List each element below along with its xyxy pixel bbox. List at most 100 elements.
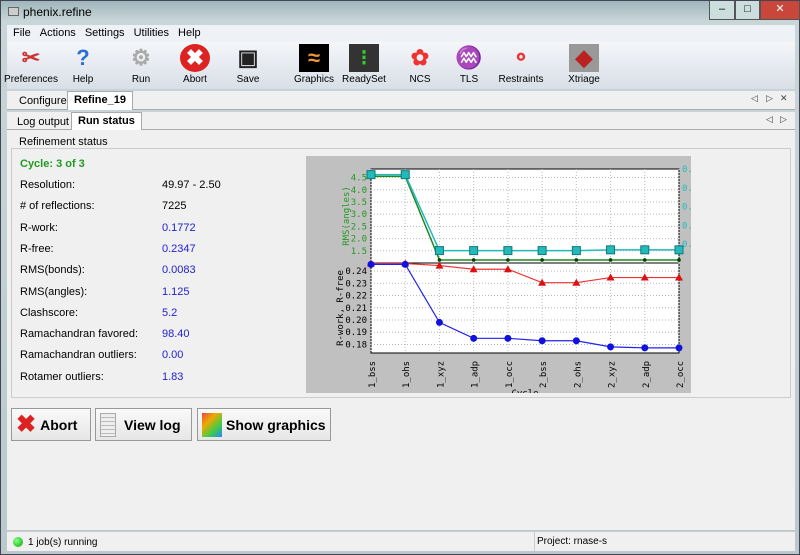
toolbar-help-button[interactable]: ? Help [55, 44, 111, 85]
rms-bonds-point [537, 246, 547, 256]
maximize-button[interactable]: □ [735, 1, 760, 20]
y-tick-label: 0.19 [345, 328, 367, 338]
r-free-point [606, 273, 615, 281]
menu-utilities[interactable]: Utilities [133, 27, 170, 39]
y-tick-label: 1.5 [351, 247, 367, 257]
r-work-point [367, 260, 375, 268]
toolbar-label: Abort [183, 74, 207, 85]
x-tick-label: 2_bss [539, 361, 549, 388]
rms-angles-point [677, 258, 681, 262]
stat-label: R-free: [20, 242, 54, 255]
toolbar-readyset-button[interactable]: ⁝ ReadySet [336, 44, 392, 85]
toolbar-restraints-button[interactable]: ⚬ Restraints [493, 44, 549, 85]
rms-angles-point [540, 258, 544, 262]
rms-angles-point [642, 258, 647, 262]
stat-label: Ramachandran outliers: [20, 349, 137, 362]
stat-value: 5.2 [162, 306, 178, 319]
r-work-point [538, 337, 546, 345]
stat-value: 98.40 [162, 328, 190, 341]
r-work-point [607, 343, 615, 351]
r-work-point [675, 344, 683, 352]
r-work-point [435, 318, 443, 326]
close-button[interactable]: ✕ [760, 1, 800, 20]
x-axis-label: Cycle [511, 389, 538, 393]
molecule-graphics-icon [202, 412, 222, 437]
rms-angles-point [437, 258, 442, 262]
toolbar-save-button[interactable]: ▣ Save [220, 44, 276, 85]
menu-help[interactable]: Help [178, 27, 201, 39]
x-tick-label: 2_ohs [573, 361, 583, 388]
floppy-icon: ▣ [237, 45, 259, 70]
toolbar-xtriage-button[interactable]: ◆ Xtriage [556, 44, 612, 85]
tab-run-status[interactable]: Run status [71, 112, 142, 131]
r-work-point [401, 260, 409, 268]
tab-configure[interactable]: Configure [19, 95, 67, 107]
toolbar-graphics-button[interactable]: ≈ Graphics [286, 44, 342, 85]
graphics-icon: ≈ [299, 44, 329, 72]
toolbar-ncs-button[interactable]: ✿ NCS [392, 44, 448, 85]
toolbar-label: Restraints [498, 74, 544, 85]
tab-scroll-left-icon[interactable]: ◁ [751, 93, 758, 103]
x-tick-label: 2_occ [676, 361, 686, 388]
stat-label: Rotamer outliers: [20, 370, 104, 383]
status-tabs: Log output Run status ◁ ▷ [7, 112, 795, 131]
toolbar-run-button[interactable]: ⚙ Run [113, 44, 169, 85]
toolbar-label: Save [236, 74, 260, 85]
y-right-tick-label: 0.025 [682, 184, 691, 194]
tab-scroll-right-icon[interactable]: ▷ [766, 93, 773, 103]
app-icon [8, 7, 19, 16]
x-tick-label: 1_occ [505, 361, 515, 388]
y-tick-label: 3.5 [351, 198, 367, 208]
gear-icon: ⚙ [131, 45, 151, 70]
xtriage-icon: ◆ [569, 44, 599, 72]
rms-bonds-point [469, 246, 479, 256]
x-tick-label: 2_xyz [608, 361, 618, 388]
r-work-point [572, 337, 580, 345]
x-tick-label: 1_adp [471, 361, 481, 388]
menu-actions[interactable]: Actions [39, 27, 76, 39]
y-right-tick-label: 0.010 [682, 240, 691, 250]
rms-bonds-point [571, 246, 581, 256]
tab-close-icon[interactable]: ✕ [780, 93, 788, 103]
rms-bonds-point [400, 170, 410, 180]
abort-button[interactable]: ✖ Abort [11, 408, 91, 441]
series-line-rms-bonds [371, 173, 679, 252]
x-tick-label: 1_bss [368, 361, 378, 388]
minimize-button[interactable]: – [709, 1, 735, 20]
y-axis-label: RMS(angles) [342, 186, 352, 246]
x-tick-label: 1_xyz [436, 361, 446, 388]
toolbar-tls-button[interactable]: ♒ TLS [441, 44, 497, 85]
rms-bonds-point [503, 246, 513, 256]
traffic-light-icon: ⁝ [349, 44, 379, 72]
rms-bonds-point [434, 246, 444, 256]
tab-log-output[interactable]: Log output [17, 116, 69, 128]
show-graphics-button[interactable]: Show graphics [197, 408, 331, 441]
rms-bonds-point [640, 245, 650, 255]
subtab-scroll-left-icon[interactable]: ◁ [766, 114, 773, 124]
series-line-rms-angles [371, 175, 679, 261]
menu-settings[interactable]: Settings [84, 27, 125, 39]
tab-refine-19[interactable]: Refine_19 [67, 91, 133, 110]
toolbar-abort-button[interactable]: ✖ Abort [167, 44, 223, 85]
r-free-point [640, 273, 649, 281]
toolbar-label: Xtriage [568, 74, 600, 85]
toolbar-preferences-button[interactable]: ✂ Preferences [3, 44, 59, 85]
stat-value: 7225 [162, 200, 187, 213]
view-log-button[interactable]: View log [95, 408, 192, 441]
toolbar-label: Help [72, 74, 94, 85]
job-tabs: Configure Refine_19 ◁ ▷ ✕ [7, 91, 795, 110]
y-right-tick-label: 0.030 [682, 165, 691, 175]
menu-file[interactable]: File [13, 27, 31, 39]
stat-label: R-work: [20, 221, 58, 234]
window-title: phenix.refine [23, 5, 92, 19]
stat-value: 0.2347 [162, 242, 196, 255]
y-tick-label: 0.22 [345, 292, 367, 302]
r-free-point [469, 265, 478, 273]
y-tick-label: 0.18 [345, 340, 367, 350]
r-free-point [435, 261, 444, 269]
cycle-label: Cycle: 3 of 3 [20, 158, 85, 170]
stat-value: 0.1772 [162, 221, 196, 234]
subtab-scroll-right-icon[interactable]: ▷ [780, 114, 787, 124]
y-tick-label: 4.5 [351, 174, 367, 184]
